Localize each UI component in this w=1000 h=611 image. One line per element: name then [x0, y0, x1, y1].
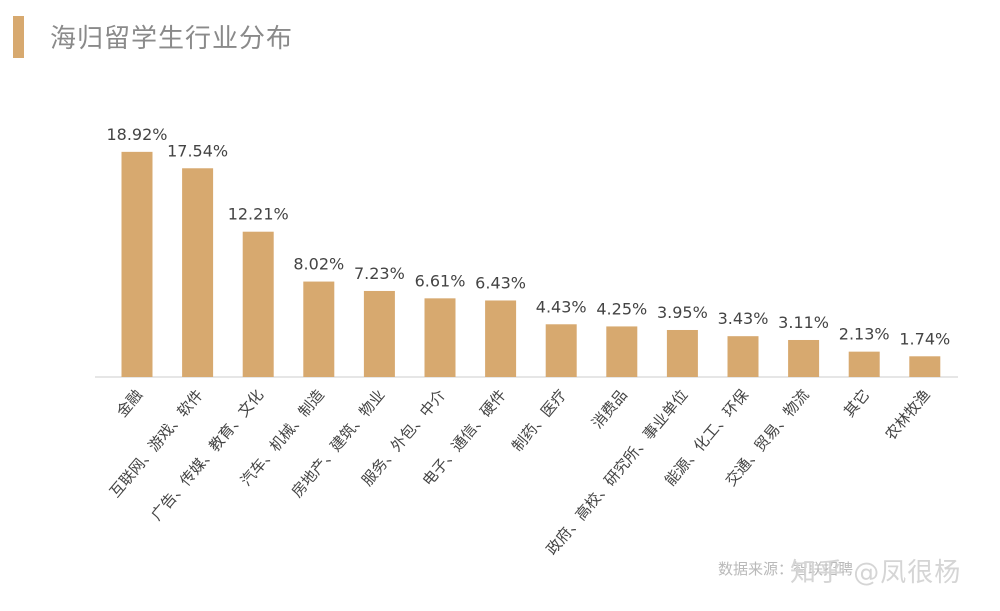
data-label: 6.43% [475, 273, 526, 292]
bar [424, 298, 456, 377]
data-label: 12.21% [228, 205, 289, 224]
data-label: 3.11% [778, 313, 829, 332]
category-tick-label: 其它 [840, 386, 873, 421]
bar [545, 324, 577, 377]
bar [303, 281, 335, 377]
bar [788, 339, 820, 377]
bar [848, 351, 880, 377]
bar [242, 231, 274, 377]
bar [606, 326, 638, 377]
data-label: 2.13% [839, 325, 890, 344]
data-label: 7.23% [354, 264, 405, 283]
data-label: 8.02% [293, 255, 344, 274]
category-tick-label: 农林牧渔 [881, 386, 933, 444]
bar [182, 168, 214, 377]
bar [909, 356, 941, 377]
data-label: 4.43% [536, 297, 587, 316]
data-label: 3.43% [718, 309, 769, 328]
bar [121, 151, 153, 377]
data-label: 17.54% [167, 141, 228, 160]
category-tick-label: 金融 [113, 386, 146, 421]
bar [727, 336, 759, 377]
bar [485, 300, 517, 377]
page-title: 海归留学生行业分布 [50, 24, 294, 54]
category-tick-label: 制药、医疗 [508, 386, 570, 455]
category-tick-label: 广告、传媒、教育、文化 [147, 386, 267, 524]
watermark: 知乎 @凤很杨 [790, 558, 962, 588]
bar [363, 290, 395, 377]
source-note: 数据来源：智联招聘 [718, 560, 854, 578]
bar [666, 329, 698, 377]
data-label: 3.95% [657, 303, 708, 322]
title-accent-bar [13, 16, 24, 58]
data-label: 4.25% [596, 299, 647, 318]
category-tick-label: 消费品 [588, 386, 631, 432]
data-label: 18.92% [106, 125, 167, 144]
data-label: 1.74% [899, 329, 950, 348]
data-label: 6.61% [415, 271, 466, 290]
